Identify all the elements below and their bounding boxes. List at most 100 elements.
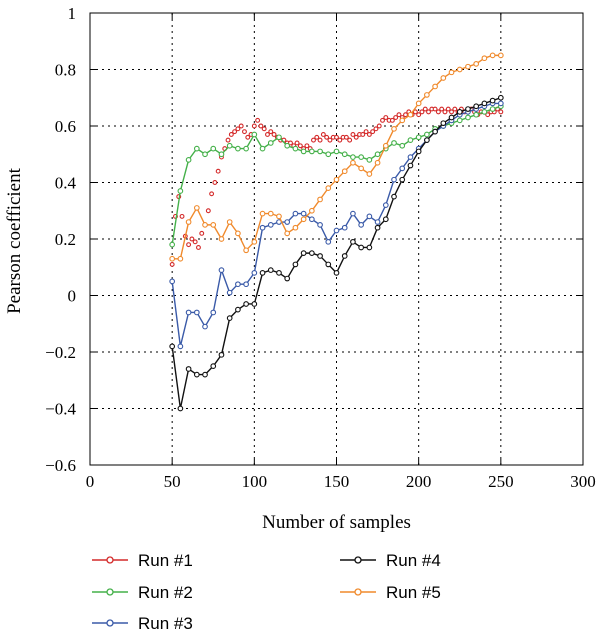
data-point (389, 117, 395, 123)
data-point (268, 129, 274, 135)
data-point (251, 238, 258, 245)
axis-ticks: 0 50 100 150 200 250 300 −0.6 −0.4 −0.2 0 0.2 0.4 0.6… (45, 4, 596, 491)
data-point (300, 210, 307, 217)
data-point (235, 230, 241, 237)
data-point (179, 213, 185, 219)
data-point (481, 109, 488, 115)
data-point (337, 137, 343, 143)
data-point (226, 289, 233, 296)
data-point (202, 371, 208, 378)
data-point (251, 301, 258, 307)
data-point (317, 137, 323, 143)
data-point (456, 109, 463, 115)
data-point (284, 219, 291, 225)
data-point (325, 151, 332, 158)
data-point (374, 224, 381, 231)
data-point (324, 134, 330, 140)
legend: Run #1 Run #2 Run #3 Run #4 Run #5 (92, 551, 441, 633)
legend-label: Run #5 (386, 583, 441, 602)
data-point (210, 363, 217, 369)
legend-label: Run #4 (386, 551, 441, 570)
y-tick-label: 0.2 (55, 230, 76, 249)
data-point (284, 275, 291, 282)
data-point (192, 239, 198, 245)
data-point (366, 213, 373, 220)
data-point (320, 132, 326, 137)
data-point (196, 245, 201, 250)
data-point (382, 216, 389, 223)
data-point (489, 52, 496, 59)
data-point (243, 281, 249, 288)
data-point (259, 210, 266, 217)
legend-swatch-marker (354, 588, 362, 596)
data-point (489, 106, 496, 112)
y-tick-label: 0.8 (55, 61, 76, 80)
data-point (300, 250, 307, 256)
data-point (350, 238, 356, 245)
data-point (341, 253, 348, 259)
data-point (193, 371, 200, 378)
data-point (424, 137, 430, 143)
data-point (350, 210, 356, 217)
data-point (391, 140, 397, 146)
data-point (327, 137, 333, 143)
data-point (334, 134, 339, 140)
data-point (169, 343, 176, 350)
data-point (448, 114, 455, 121)
data-point (309, 148, 315, 155)
data-point (226, 142, 233, 149)
data-point (376, 123, 382, 129)
data-point (185, 219, 192, 225)
data-point (341, 168, 348, 175)
data-point (294, 140, 300, 146)
data-point (350, 132, 356, 137)
data-point (358, 165, 365, 172)
data-point (358, 244, 365, 251)
legend-swatch-marker (106, 619, 114, 627)
data-point (258, 123, 264, 129)
data-point (360, 132, 366, 137)
data-point (218, 236, 225, 242)
data-point (317, 196, 323, 203)
data-point (226, 219, 233, 225)
data-point (391, 193, 397, 200)
data-point (456, 66, 463, 73)
legend-label: Run #3 (138, 614, 193, 633)
data-point (445, 106, 451, 112)
data-point (435, 109, 441, 115)
legend-item-run-1: Run #1 (92, 551, 193, 570)
data-point (419, 109, 425, 115)
data-point (169, 255, 176, 262)
data-point (350, 159, 356, 166)
data-point (243, 247, 249, 254)
data-point (311, 137, 316, 143)
legend-label: Run #2 (138, 583, 193, 602)
data-point (300, 216, 307, 223)
data-point (432, 106, 438, 112)
data-point (391, 176, 397, 183)
data-point (251, 131, 258, 138)
data-point (259, 145, 266, 152)
data-point (473, 111, 480, 118)
data-point (259, 270, 266, 276)
y-tick-label: −0.2 (45, 343, 76, 362)
data-point (235, 306, 241, 313)
data-point (210, 309, 217, 316)
data-point (186, 242, 192, 248)
data-point (380, 117, 385, 123)
series-4 (169, 94, 504, 412)
data-point (498, 109, 504, 115)
data-point (426, 109, 431, 115)
data-point (333, 148, 340, 155)
data-point (448, 69, 455, 76)
data-point (393, 115, 399, 120)
data-point (497, 52, 504, 59)
data-point (396, 112, 402, 118)
data-point (485, 112, 491, 118)
data-point (202, 222, 208, 228)
data-point (432, 128, 438, 135)
data-point (399, 142, 406, 149)
data-point (242, 129, 247, 135)
data-point (347, 137, 353, 143)
data-point (407, 154, 414, 160)
